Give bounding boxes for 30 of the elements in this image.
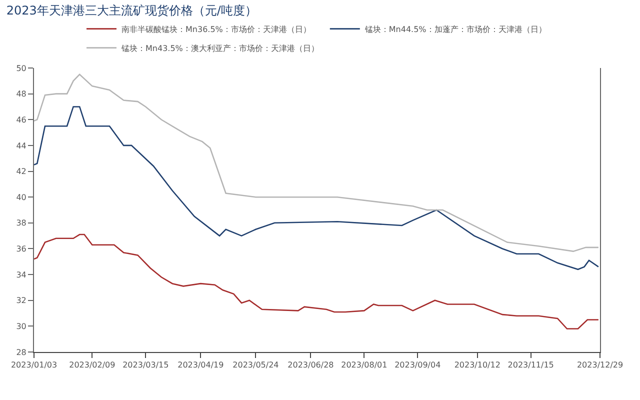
y-tick-label: 50 [16,64,26,73]
x-tick-label: 2023/12/29 [576,360,624,370]
y-tick-label: 40 [16,192,26,202]
y-tick-label: 42 [16,167,26,176]
line-series [34,234,600,330]
x-tick-label: 2023/06/28 [288,360,334,370]
legend-label: 南非半碳酸锰块：Mn36.5%：市场价：天津港（日） [122,24,311,34]
y-tick-label: 48 [16,90,26,99]
y-tick-label: 44 [16,141,26,150]
x-tick-label: 2023/10/12 [454,360,500,370]
x-tick-label: 2023/11/15 [508,360,554,370]
x-tick-label: 2023/02/09 [69,360,116,370]
y-tick-label: 38 [16,218,26,228]
x-tick-label: 2023/05/24 [232,360,279,370]
line-series [34,74,600,252]
line-series [34,106,600,270]
y-tick-label: 34 [16,270,26,280]
chart-title: 2023年天津港三大主流矿现货价格（元/吨度） [6,3,257,18]
x-tick-label: 2023/03/15 [122,360,169,370]
x-tick-label: 2023/08/01 [341,360,388,370]
y-tick-label: 30 [16,322,26,331]
y-tick-label: 36 [16,244,26,254]
x-tick-label: 2023/01/03 [10,360,58,370]
legend-label: 锰块：Mn43.5%：澳大利亚产：市场价：天津港（日） [120,44,319,53]
y-tick-label: 46 [16,115,26,124]
x-tick-label: 2023/09/04 [394,360,441,370]
y-tick-label: 28 [16,348,26,357]
x-tick-label: 2023/04/19 [178,360,224,370]
legend-label: 锰块：Mn44.5%：加蓬产：市场价：天津港（日） [364,24,546,34]
y-tick-label: 32 [16,296,26,306]
